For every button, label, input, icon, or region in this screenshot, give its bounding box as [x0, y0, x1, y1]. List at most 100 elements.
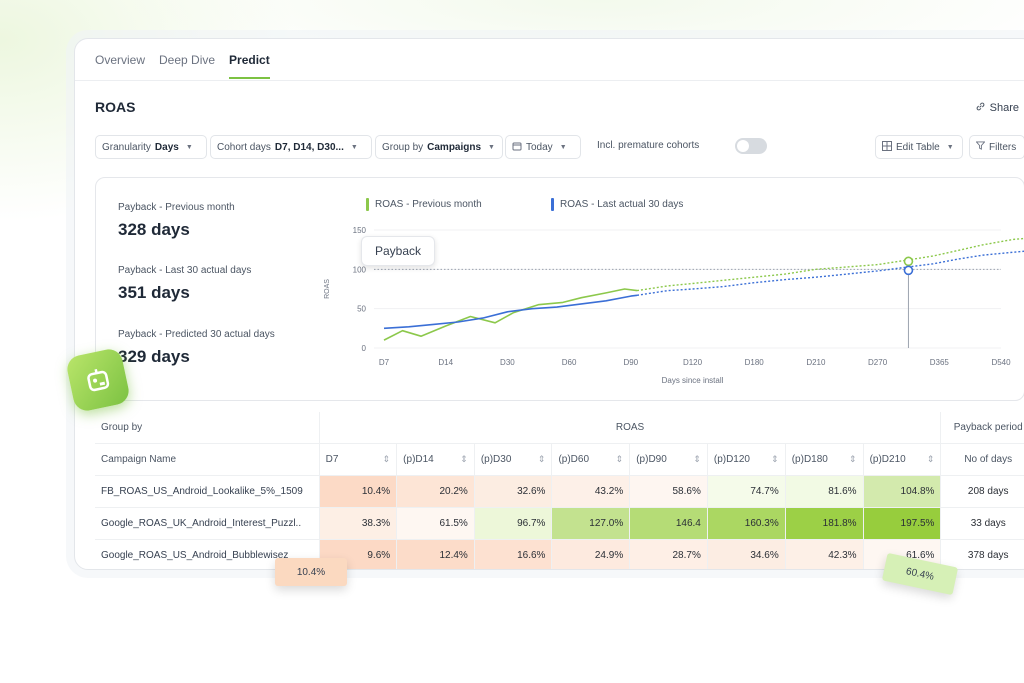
y-tick-label: 0: [362, 344, 367, 353]
payback-header: Payback period: [940, 412, 1024, 444]
chevron-down-icon: ▼: [350, 143, 358, 151]
sort-icon[interactable]: ⇕: [460, 454, 468, 464]
cohort-days-select[interactable]: Cohort days D7, D14, D30... ▼: [210, 135, 372, 159]
cohort-label: Cohort days: [217, 141, 271, 153]
metric-value: 329 days: [118, 347, 190, 366]
legend-item: ROAS - Last actual 30 days: [551, 198, 683, 211]
premature-cohorts-toggle[interactable]: [735, 138, 767, 154]
roas-line-chart: 0 50 100 150 D7 D14 D30 D60 D90 D120 D180 D210 D270 D…: [324, 226, 1024, 385]
column-header-label: (p)D180: [791, 454, 828, 465]
column-header-label: D7: [325, 454, 339, 465]
column-header-label: (p)D14: [403, 454, 434, 465]
legend-swatch: [366, 198, 369, 211]
filters-button[interactable]: Filters: [969, 135, 1024, 159]
edit-table-button[interactable]: Edit Table ▼: [875, 135, 963, 159]
dashboard-card: Overview Deep Dive Predict ROAS Share Gr…: [74, 38, 1024, 570]
group-value: Campaigns: [427, 141, 482, 153]
sort-icon[interactable]: ⇕: [926, 454, 935, 464]
granularity-value: Days: [154, 141, 179, 153]
sort-icon[interactable]: ⇕: [771, 454, 779, 464]
x-tick-label: D180: [745, 358, 765, 367]
tab-overview[interactable]: Overview: [95, 53, 146, 67]
group-by-select[interactable]: Group by Campaigns ▼: [375, 135, 503, 159]
roas-cell: 146.4: [629, 507, 708, 540]
group-by-header: Group by: [95, 412, 320, 444]
toolbar: Granularity Days ▼ Cohort days D7, D14, …: [95, 135, 1024, 159]
roas-cell: 34.6%: [707, 539, 786, 569]
column-header-label: (p)D30: [480, 454, 512, 465]
y-tick-label: 150: [353, 226, 367, 235]
roas-cell: 181.8%: [785, 507, 864, 540]
sort-icon[interactable]: ⇕: [693, 454, 701, 464]
series-actual-line: [383, 288, 638, 341]
series-predicted-line: [636, 250, 1024, 296]
payback-days-cell: 378 days: [940, 539, 1024, 569]
roas-cell: 20.2%: [396, 475, 475, 508]
table-row[interactable]: FB_ROAS_US_Android_Lookalike_5%_1509 10.4…: [95, 475, 1024, 508]
x-tick-label: D90: [623, 358, 638, 367]
series-actual-line: [383, 294, 638, 330]
roas-cell: 197.5%: [863, 507, 942, 540]
filter-icon: [975, 141, 986, 153]
payback-marker-dot: [903, 256, 914, 267]
y-tick-label: 50: [357, 305, 366, 314]
table-header-row: Group by ROAS Payback period: [95, 412, 1024, 444]
floating-value-chip: 10.4%: [275, 558, 347, 586]
toggle-knob: [737, 140, 749, 152]
chevron-down-icon: ▼: [946, 143, 954, 151]
payback-days-cell: 208 days: [940, 475, 1024, 508]
legend-item: ROAS - Previous month: [366, 198, 482, 211]
column-header[interactable]: (p)D14 ⇕: [396, 443, 475, 476]
metric-value: 351 days: [118, 283, 190, 302]
column-header-label: (p)D60: [558, 454, 590, 465]
column-header[interactable]: D7 ⇕: [319, 443, 398, 476]
tab-divider: [75, 80, 1024, 81]
date-select[interactable]: Today ▼: [505, 135, 581, 159]
column-header-label: (p)D90: [636, 454, 667, 465]
legend-label: ROAS - Previous month: [375, 199, 482, 210]
sort-icon[interactable]: ⇕: [537, 454, 546, 464]
table-row[interactable]: Google_ROAS_UK_Android_Interest_Puzzl.. 3…: [95, 507, 1024, 540]
sort-icon[interactable]: ⇕: [849, 454, 857, 464]
sort-icon[interactable]: ⇕: [615, 454, 624, 464]
page-title: ROAS: [95, 99, 136, 115]
roas-cell: 43.2%: [551, 475, 631, 508]
roas-cell: 81.6%: [785, 475, 864, 508]
share-label: Share: [989, 102, 1019, 114]
roas-cell: 12.4%: [396, 539, 475, 569]
series-predicted-line: [636, 237, 1024, 292]
roas-cell: 104.8%: [863, 475, 942, 508]
column-header[interactable]: (p)D180 ⇕: [785, 443, 864, 476]
campaign-name-header: Campaign Name: [95, 443, 320, 476]
campaign-name: FB_ROAS_US_Android_Lookalike_5%_1509: [95, 475, 320, 508]
granularity-label: Granularity: [102, 141, 151, 153]
share-button[interactable]: Share: [975, 101, 1019, 115]
x-tick-label: D540: [991, 358, 1011, 367]
roas-cell: 32.6%: [474, 475, 553, 508]
x-axis-label: Days since install: [662, 376, 724, 385]
roas-cell: 160.3%: [707, 507, 786, 540]
column-header[interactable]: (p)D120 ⇕: [707, 443, 786, 476]
column-header[interactable]: (p)D30 ⇕: [474, 443, 553, 476]
x-tick-label: D14: [438, 358, 453, 367]
column-header[interactable]: (p)D210 ⇕: [863, 443, 942, 476]
x-tick-label: D30: [500, 358, 515, 367]
group-label: Group by: [382, 141, 424, 153]
tab-deep-dive[interactable]: Deep Dive: [159, 53, 216, 67]
x-tick-label: D120: [683, 358, 703, 367]
premature-cohorts-label: Incl. premature cohorts: [597, 140, 700, 151]
column-header[interactable]: (p)D90 ⇕: [629, 443, 708, 476]
tab-predict[interactable]: Predict: [229, 53, 270, 79]
roas-cell: 74.7%: [707, 475, 786, 508]
metric-value: 328 days: [118, 220, 190, 239]
sort-icon[interactable]: ⇕: [382, 454, 391, 464]
edit-table-label: Edit Table: [896, 141, 940, 153]
date-value: Today: [526, 141, 553, 153]
payback-days-cell: 33 days: [940, 507, 1024, 540]
column-header[interactable]: (p)D60 ⇕: [551, 443, 631, 476]
granularity-select[interactable]: Granularity Days ▼: [95, 135, 207, 159]
tab-bar: Overview Deep Dive Predict: [95, 53, 270, 79]
y-axis-label: ROAS: [324, 279, 331, 299]
app-sticker-icon: [64, 346, 132, 414]
legend-swatch: [551, 198, 554, 211]
